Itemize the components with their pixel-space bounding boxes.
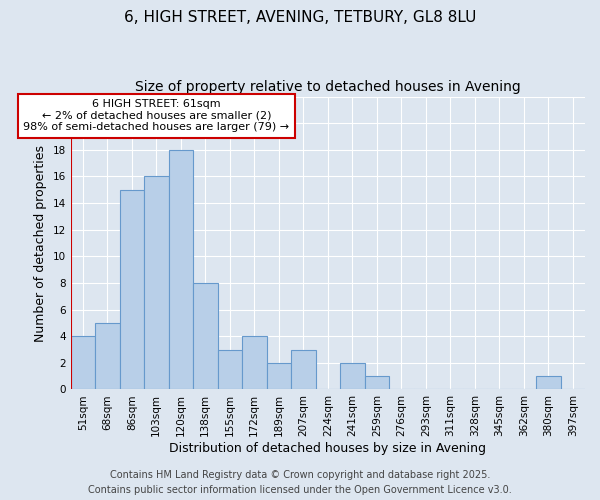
Bar xyxy=(169,150,193,390)
Title: Size of property relative to detached houses in Avening: Size of property relative to detached ho… xyxy=(135,80,521,94)
Text: 6, HIGH STREET, AVENING, TETBURY, GL8 8LU: 6, HIGH STREET, AVENING, TETBURY, GL8 8L… xyxy=(124,10,476,25)
Bar xyxy=(218,350,242,390)
Bar xyxy=(365,376,389,390)
Bar xyxy=(340,363,365,390)
Text: Contains HM Land Registry data © Crown copyright and database right 2025.
Contai: Contains HM Land Registry data © Crown c… xyxy=(88,470,512,495)
Text: 6 HIGH STREET: 61sqm
← 2% of detached houses are smaller (2)
98% of semi-detache: 6 HIGH STREET: 61sqm ← 2% of detached ho… xyxy=(23,99,289,132)
X-axis label: Distribution of detached houses by size in Avening: Distribution of detached houses by size … xyxy=(169,442,486,455)
Bar xyxy=(291,350,316,390)
Bar xyxy=(536,376,560,390)
Y-axis label: Number of detached properties: Number of detached properties xyxy=(34,144,47,342)
Bar xyxy=(242,336,266,390)
Bar xyxy=(119,190,144,390)
Bar xyxy=(193,283,218,390)
Bar xyxy=(95,323,119,390)
Bar xyxy=(266,363,291,390)
Bar xyxy=(144,176,169,390)
Bar xyxy=(71,336,95,390)
